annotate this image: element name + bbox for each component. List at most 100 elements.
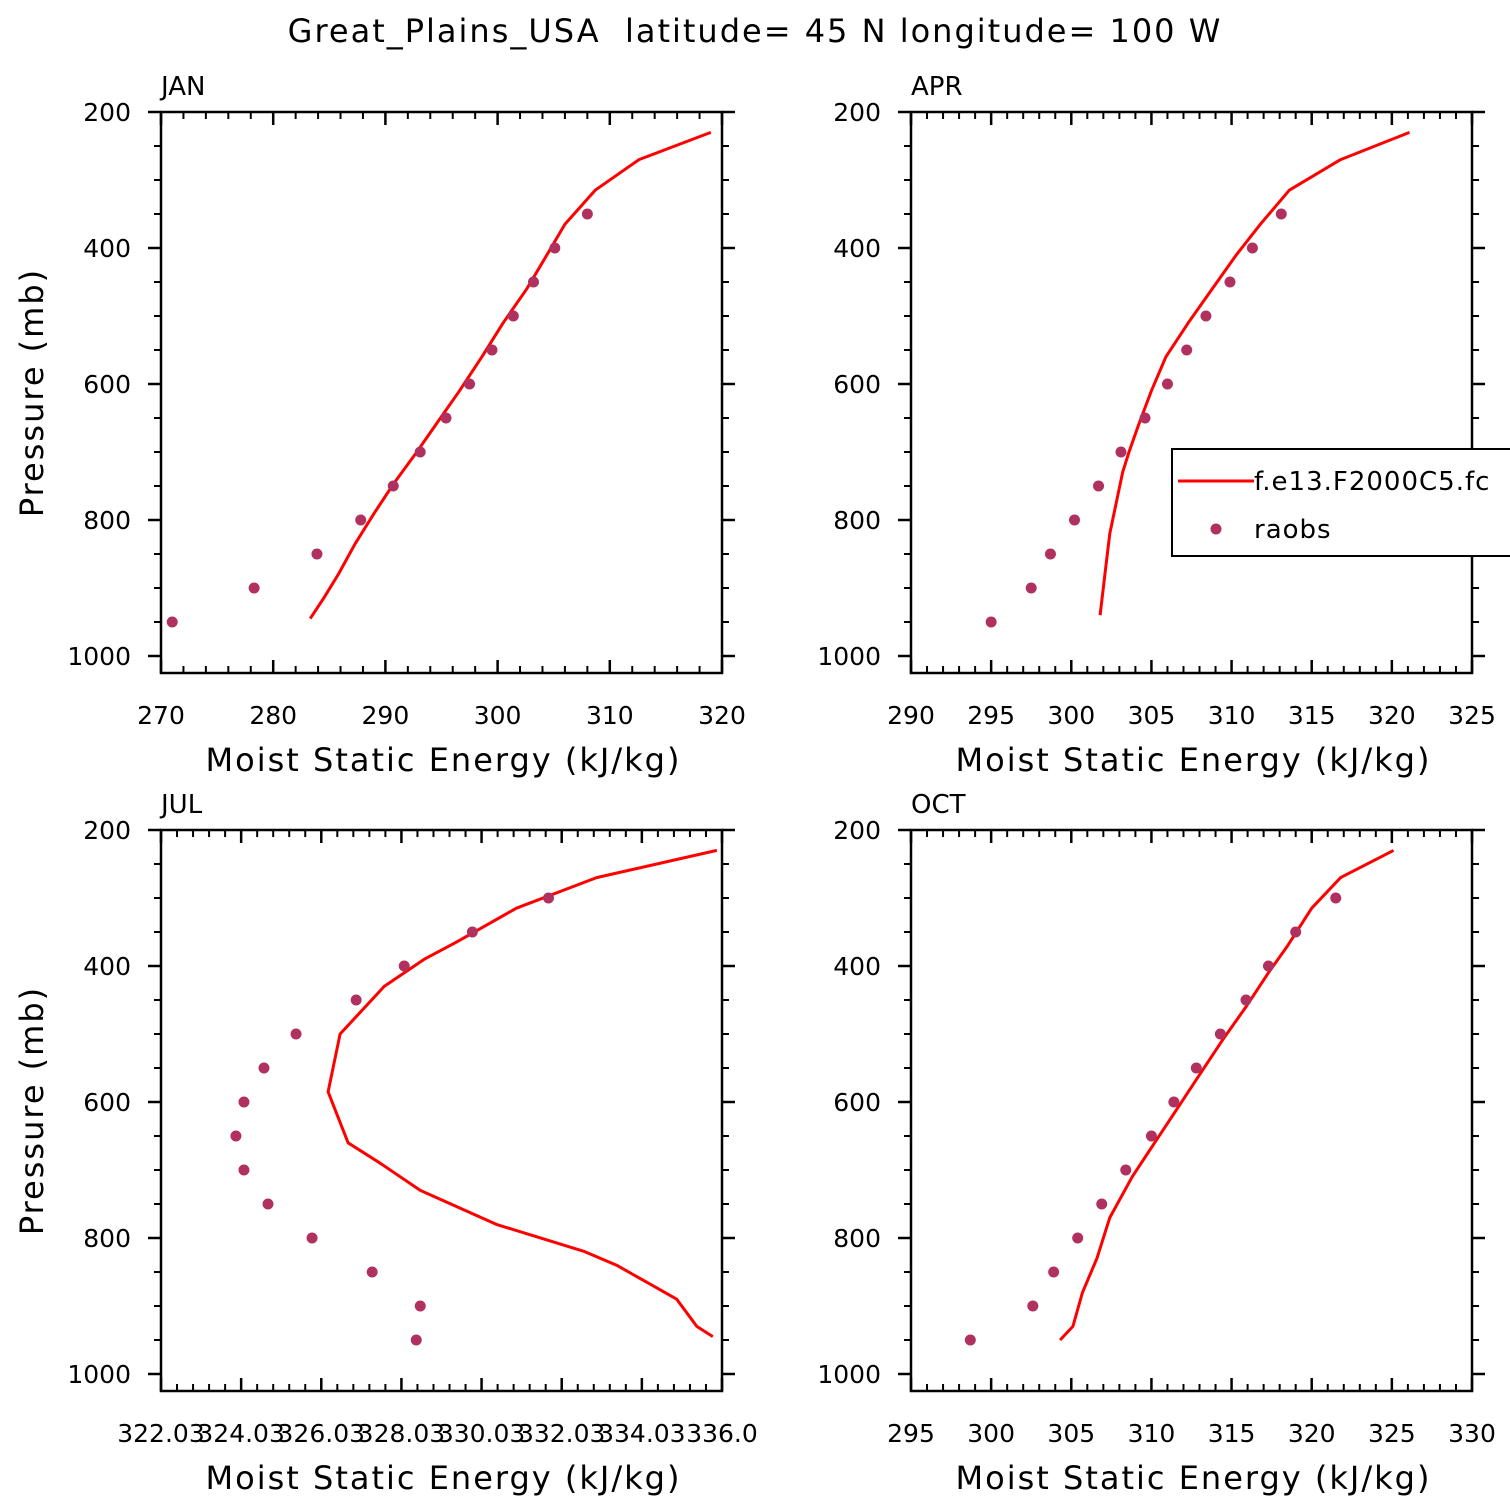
series-group bbox=[166, 130, 712, 628]
x-tick-label: 325 bbox=[1448, 701, 1496, 730]
obs-point bbox=[410, 1334, 422, 1346]
x-tick-label: 305 bbox=[1128, 701, 1176, 730]
plot-frame bbox=[159, 828, 724, 1393]
obs-point bbox=[387, 480, 399, 492]
obs-point bbox=[1200, 310, 1212, 322]
x-tick-label: 325 bbox=[1368, 1419, 1416, 1448]
panel-title: APR bbox=[911, 72, 963, 102]
obs-point bbox=[350, 994, 362, 1006]
obs-point bbox=[1240, 994, 1252, 1006]
x-tick-label: 300 bbox=[1047, 701, 1095, 730]
legend: f.e13.F2000C5.fc raobs bbox=[1171, 448, 1510, 557]
x-axis-label: Moist Static Energy (kJ/kg) bbox=[206, 1459, 682, 1497]
y-tick-label: 200 bbox=[833, 98, 881, 127]
obs-point bbox=[414, 1300, 426, 1312]
obs-point bbox=[1181, 344, 1193, 356]
obs-point bbox=[507, 310, 519, 322]
y-tick-label: 200 bbox=[83, 816, 131, 845]
obs-point bbox=[1246, 242, 1258, 254]
obs-point bbox=[1093, 480, 1105, 492]
obs-point bbox=[262, 1198, 274, 1210]
y-tick-label: 600 bbox=[833, 370, 881, 399]
obs-point bbox=[1072, 1232, 1084, 1244]
obs-point bbox=[166, 616, 178, 628]
model-line bbox=[326, 848, 718, 1338]
obs-point bbox=[1262, 960, 1274, 972]
x-tick-label: 330.03 bbox=[438, 1419, 525, 1448]
x-tick-label: 295 bbox=[887, 1419, 935, 1448]
x-tick-label: 300 bbox=[474, 701, 522, 730]
plot-frame bbox=[909, 110, 1474, 675]
obs-point bbox=[1120, 1164, 1132, 1176]
legend-marker-swatch bbox=[1210, 523, 1222, 535]
obs-point bbox=[1139, 412, 1151, 424]
y-axis-label: Pressure (mb) bbox=[13, 268, 51, 517]
obs-point bbox=[1145, 1130, 1157, 1142]
obs-point bbox=[1290, 926, 1302, 938]
y-tick-label: 800 bbox=[83, 506, 131, 535]
obs-point bbox=[366, 1266, 378, 1278]
x-tick-label: 310 bbox=[1128, 1419, 1176, 1448]
y-tick-label: 200 bbox=[833, 816, 881, 845]
x-tick-label: 332.03 bbox=[518, 1419, 605, 1448]
x-tick-label: 300 bbox=[967, 1419, 1015, 1448]
y-tick-label: 800 bbox=[833, 506, 881, 535]
obs-point bbox=[258, 1062, 270, 1074]
model-line bbox=[308, 130, 712, 620]
legend-label: raobs bbox=[1254, 515, 1332, 545]
x-tick-label: 336.0 bbox=[686, 1419, 758, 1448]
panel-apr: 290 295 300 305 310 315 320 325 200 400 600 800 1000… bbox=[817, 72, 1510, 779]
obs-point bbox=[1044, 548, 1056, 560]
series-group bbox=[230, 848, 718, 1346]
obs-point bbox=[1115, 446, 1127, 458]
obs-point bbox=[1161, 378, 1173, 390]
obs-point bbox=[1096, 1198, 1108, 1210]
x-tick-label: 330 bbox=[1448, 1419, 1496, 1448]
model-line bbox=[1098, 131, 1411, 616]
obs-point bbox=[1330, 892, 1342, 904]
obs-point bbox=[1190, 1062, 1202, 1074]
y-tick-label: 400 bbox=[83, 234, 131, 263]
panel-title: JAN bbox=[159, 72, 205, 102]
obs-point bbox=[306, 1232, 318, 1244]
plot-frame bbox=[159, 110, 724, 675]
obs-point bbox=[964, 1334, 976, 1346]
obs-point bbox=[464, 378, 476, 390]
obs-point bbox=[1025, 582, 1037, 594]
model-line bbox=[1059, 849, 1395, 1342]
x-tick-label: 324.03 bbox=[197, 1419, 284, 1448]
y-tick-label: 1000 bbox=[817, 1360, 881, 1389]
obs-point bbox=[1048, 1266, 1060, 1278]
x-tick-label: 310 bbox=[1208, 701, 1256, 730]
obs-point bbox=[1214, 1028, 1226, 1040]
y-tick-label: 1000 bbox=[67, 1360, 131, 1389]
x-tick-label: 315 bbox=[1288, 701, 1336, 730]
obs-point bbox=[581, 208, 593, 220]
x-tick-label: 320 bbox=[1368, 701, 1416, 730]
y-tick-label: 800 bbox=[83, 1224, 131, 1253]
obs-point bbox=[1224, 276, 1236, 288]
x-axis-label: Moist Static Energy (kJ/kg) bbox=[206, 741, 682, 779]
series-group bbox=[964, 849, 1395, 1346]
x-axis-label: Moist Static Energy (kJ/kg) bbox=[956, 741, 1432, 779]
legend-label: f.e13.F2000C5.fc bbox=[1254, 467, 1490, 497]
obs-point bbox=[542, 892, 554, 904]
y-tick-label: 600 bbox=[833, 1088, 881, 1117]
x-tick-label: 315 bbox=[1208, 1419, 1256, 1448]
figure-title: Great_Plains_USA latitude= 45 N longitud… bbox=[287, 12, 1223, 50]
panel-title: JUL bbox=[159, 790, 203, 820]
y-axis-label: Pressure (mb) bbox=[13, 986, 51, 1235]
obs-point bbox=[985, 616, 997, 628]
obs-point bbox=[1068, 514, 1080, 526]
x-tick-label: 328.03 bbox=[358, 1419, 445, 1448]
obs-point bbox=[1027, 1300, 1039, 1312]
obs-point bbox=[238, 1164, 250, 1176]
y-tick-label: 400 bbox=[83, 952, 131, 981]
obs-point bbox=[290, 1028, 302, 1040]
panel-jul: 322.03324.03326.03328.03330.03332.03334.… bbox=[13, 790, 758, 1497]
x-tick-label: 310 bbox=[586, 701, 634, 730]
plot-frame bbox=[909, 828, 1474, 1393]
obs-point bbox=[486, 344, 498, 356]
y-tick-label: 400 bbox=[833, 952, 881, 981]
